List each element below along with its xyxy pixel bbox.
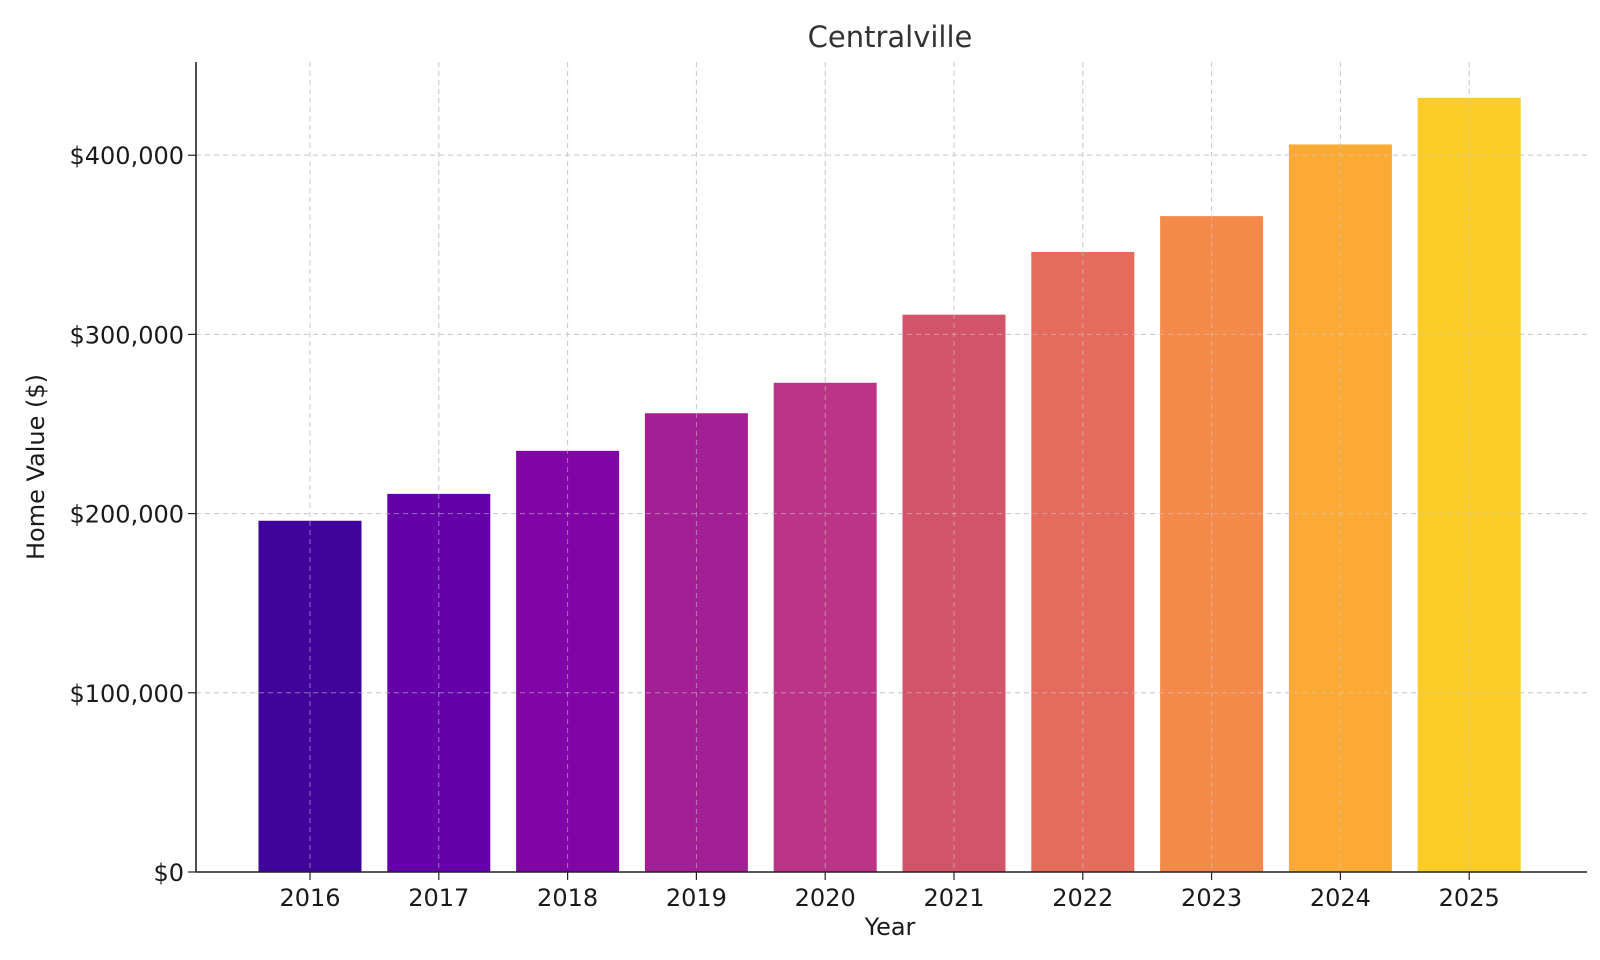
labels-layer: $0 $100,000 $200,000 $300,000 $400,000 2016 20… (69, 142, 1499, 912)
bar-2017 (387, 493, 491, 872)
bars-layer (196, 62, 1587, 873)
x-tick-label: 2022 (1052, 884, 1113, 912)
axes-layer (188, 62, 1587, 880)
y-tick-label: $300,000 (69, 321, 184, 349)
y-axis-title: Home Value ($) (22, 374, 50, 560)
x-tick-label: 2019 (666, 884, 727, 912)
x-axis-title: Year (864, 913, 916, 941)
x-tick-label: 2021 (923, 884, 984, 912)
x-tick-label: 2016 (279, 884, 340, 912)
x-tick-label: 2024 (1310, 884, 1371, 912)
y-tick-label: $100,000 (69, 680, 184, 708)
y-tick-label: $400,000 (69, 142, 184, 170)
bar-2020 (773, 382, 877, 872)
y-tick-label: $0 (153, 859, 184, 887)
x-tick-label: 2018 (537, 884, 598, 912)
x-tick-label: 2020 (795, 884, 856, 912)
x-tick-label: 2017 (408, 884, 469, 912)
chart-title: Centralville (808, 20, 973, 54)
y-tick-label: $200,000 (69, 501, 184, 529)
x-tick-label: 2023 (1181, 884, 1242, 912)
x-tick-label: 2025 (1439, 884, 1500, 912)
